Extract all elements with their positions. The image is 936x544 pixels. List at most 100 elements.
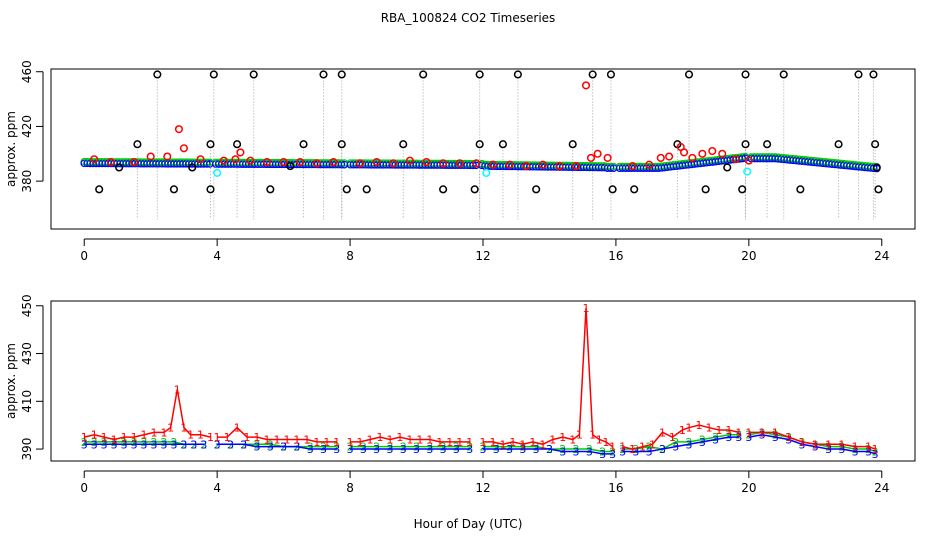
series-marker: 3 — [180, 438, 187, 451]
series-marker: 1 — [865, 441, 872, 454]
series-marker: 2 — [609, 445, 616, 458]
cyan-point — [482, 168, 491, 177]
red-point — [231, 155, 240, 164]
y-tick-label: 460 — [20, 60, 34, 83]
series-marker: 3 — [400, 443, 407, 456]
series-marker: 2 — [599, 445, 606, 458]
series-line — [483, 448, 613, 455]
series-marker: 2 — [333, 441, 340, 454]
red-point — [90, 155, 99, 164]
series-marker: 3 — [812, 441, 819, 454]
red-point — [645, 160, 654, 169]
series-marker: 2 — [131, 436, 138, 449]
red-point — [146, 152, 155, 161]
black-point — [532, 185, 541, 194]
series-marker: 1 — [396, 431, 403, 444]
series-marker: 1 — [735, 426, 742, 439]
series-marker: 1 — [799, 436, 806, 449]
series-marker: 1 — [609, 441, 616, 454]
series-line — [622, 433, 739, 450]
red-point — [179, 144, 188, 153]
red-point — [329, 157, 338, 167]
red-point — [571, 162, 581, 171]
top-panel: approx. ppm 0 4 8 12 16 20 24 380 420 460 — [4, 60, 916, 263]
black-point — [869, 70, 878, 79]
black-point — [233, 140, 242, 149]
red-point — [163, 152, 172, 161]
plot-frame — [50, 68, 916, 230]
red-point — [718, 149, 727, 158]
series-marker: 2 — [254, 438, 261, 451]
series-marker: 2 — [533, 441, 540, 454]
series-marker: 1 — [101, 431, 108, 444]
plot-frame — [50, 300, 916, 462]
black-point — [608, 185, 617, 194]
series-marker: 3 — [672, 441, 679, 454]
series-marker: 2 — [619, 443, 626, 456]
series-marker: 1 — [357, 436, 364, 449]
red-point — [581, 81, 591, 90]
red-point — [488, 160, 498, 169]
black-point — [115, 163, 124, 172]
series-marker: 3 — [699, 436, 706, 449]
series-marker: 1 — [583, 302, 590, 315]
series-line — [622, 436, 739, 453]
series-marker: 3 — [320, 443, 327, 456]
black-point — [588, 70, 597, 79]
series-marker: 2 — [772, 429, 779, 442]
series-marker: 3 — [267, 441, 274, 454]
series-marker: 3 — [360, 443, 367, 456]
series-marker: 2 — [81, 436, 88, 449]
series-marker: 1 — [81, 431, 88, 444]
cyan-point — [213, 168, 222, 177]
series-marker: 3 — [347, 443, 354, 456]
series-marker: 3 — [559, 445, 566, 458]
series-marker: 1 — [705, 422, 712, 435]
black-point — [741, 70, 750, 79]
series-marker: 3 — [745, 431, 752, 444]
series-marker: 1 — [649, 438, 656, 451]
series-marker: 1 — [639, 441, 646, 454]
black-point — [723, 163, 732, 172]
series-marker: 3 — [609, 448, 616, 461]
series-marker: 1 — [629, 443, 636, 456]
series-marker: 2 — [586, 443, 593, 456]
series-marker: 3 — [632, 445, 639, 458]
series-marker: 3 — [646, 445, 653, 458]
black-point — [95, 185, 104, 194]
series-marker: 3 — [735, 431, 742, 444]
series-marker: 1 — [679, 424, 686, 437]
series-marker: 3 — [725, 431, 732, 444]
x-tick-label: 20 — [741, 249, 756, 263]
series-marker: 3 — [333, 443, 340, 456]
black-point — [419, 70, 428, 79]
series-marker: 1 — [214, 431, 221, 444]
black-point — [568, 140, 577, 149]
series-marker: 2 — [480, 441, 487, 454]
y-tick-label: 410 — [20, 390, 34, 413]
red-point — [355, 159, 365, 168]
series-marker: 2 — [373, 441, 380, 454]
series-marker: 2 — [559, 443, 566, 456]
black-point — [266, 185, 275, 194]
series-marker: 1 — [509, 436, 516, 449]
red-point — [586, 153, 596, 162]
series-marker: 1 — [549, 434, 556, 447]
black-point — [872, 163, 881, 172]
series-marker: 1 — [131, 431, 138, 444]
red-point — [130, 157, 139, 167]
series-marker: 2 — [347, 441, 354, 454]
series-line — [622, 424, 740, 450]
red-point — [246, 156, 255, 165]
series-marker: 1 — [197, 429, 204, 442]
series-marker: 3 — [214, 438, 221, 451]
red-point — [389, 159, 398, 168]
series-marker: 1 — [426, 434, 433, 447]
series-marker: 2 — [360, 441, 367, 454]
x-tick-label: 20 — [741, 481, 756, 495]
series-marker: 1 — [589, 429, 596, 442]
series-marker: 2 — [506, 441, 513, 454]
top-y-axis-label: approx. ppm — [4, 111, 18, 187]
red-point — [439, 159, 448, 168]
